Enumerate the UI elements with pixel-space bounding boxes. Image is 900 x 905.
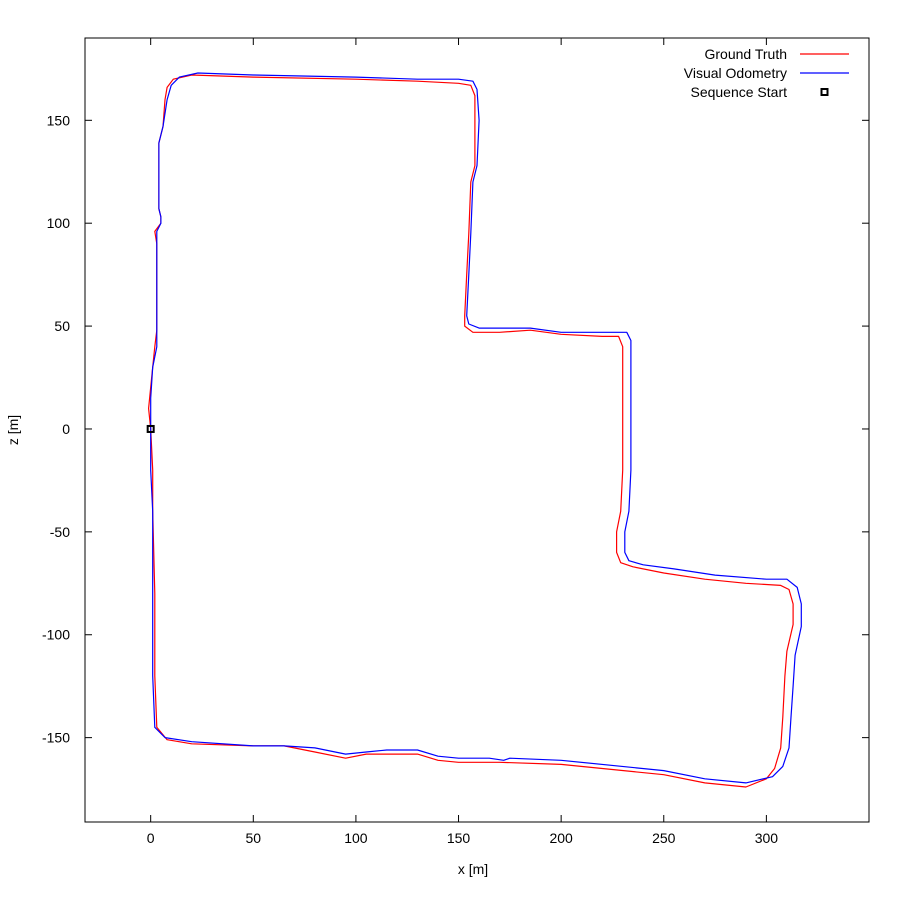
y-tick-label-4: -50 xyxy=(50,524,70,540)
legend-swatch-2 xyxy=(820,88,829,96)
x-axis-label: x [m] xyxy=(458,861,488,877)
x-tick-label-2: 100 xyxy=(344,830,368,846)
x-tick-label-5: 250 xyxy=(652,830,676,846)
y-axis-ticks: 150 100 50 0 -50 -100 -150 xyxy=(42,112,869,746)
y-tick-label-3: 0 xyxy=(62,421,70,437)
series-group xyxy=(148,72,802,788)
x-tick-label-3: 150 xyxy=(447,830,471,846)
legend-label-2: Sequence Start xyxy=(690,84,787,100)
y-tick-label-0: 150 xyxy=(47,112,71,128)
x-tick-label-6: 300 xyxy=(755,830,779,846)
y-tick-label-6: -150 xyxy=(42,730,70,746)
series-line-0 xyxy=(148,74,794,788)
y-tick-label-2: 50 xyxy=(54,318,70,334)
legend-label-0: Ground Truth xyxy=(705,46,788,62)
x-tick-label-0: 0 xyxy=(147,830,155,846)
legend: Ground Truth Visual Odometry Sequence Star… xyxy=(684,46,849,100)
x-tick-label-1: 50 xyxy=(246,830,262,846)
legend-label-1: Visual Odometry xyxy=(684,65,787,81)
marker-group xyxy=(146,424,155,433)
plot-frame xyxy=(84,37,870,823)
x-axis-ticks: 0 50 100 150 200 250 300 xyxy=(147,38,778,846)
marker-point-0 xyxy=(146,424,155,433)
y-tick-label-1: 100 xyxy=(47,215,71,231)
y-axis-label: z [m] xyxy=(5,415,21,445)
y-tick-label-5: -100 xyxy=(42,627,70,643)
series-line-1 xyxy=(150,72,802,784)
x-tick-label-4: 200 xyxy=(549,830,573,846)
